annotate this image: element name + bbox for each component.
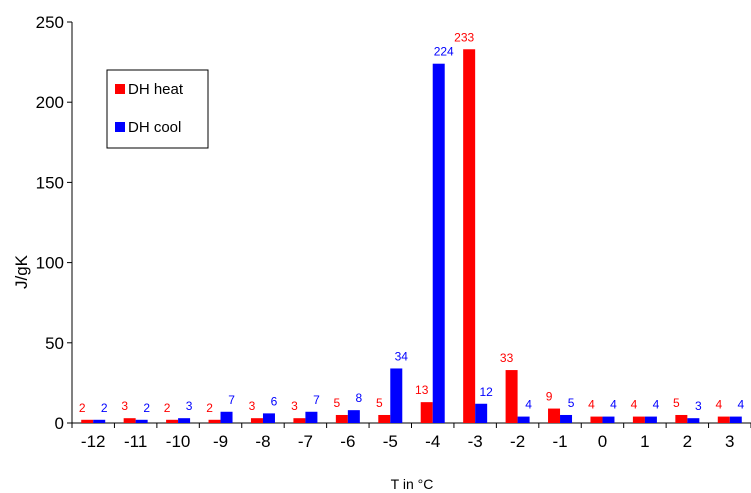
data-label-heat: 2 (79, 401, 86, 415)
y-tick-label: 50 (45, 334, 64, 353)
bar-cool (602, 416, 615, 423)
bar-cool (729, 416, 742, 423)
x-tick-label: -6 (340, 432, 355, 451)
bar-cool (432, 63, 445, 423)
data-label-heat: 5 (376, 396, 383, 410)
y-tick-label: 250 (36, 13, 64, 32)
x-tick-label: -7 (298, 432, 313, 451)
data-label-cool: 3 (695, 399, 702, 413)
data-label-heat: 4 (588, 398, 595, 412)
bar-heat (675, 414, 688, 423)
bar-heat (632, 416, 645, 423)
data-label-cool: 34 (395, 349, 409, 363)
bar-heat (505, 370, 518, 423)
x-tick-label: -4 (425, 432, 440, 451)
data-label-cool: 4 (737, 398, 744, 412)
y-axis: 0 50 100 150 200 250 (36, 13, 73, 433)
bars (81, 49, 742, 423)
bar-heat (378, 414, 391, 423)
bar-heat (293, 418, 306, 423)
x-tick-label: -12 (81, 432, 106, 451)
legend-label-heat: DH heat (128, 81, 184, 98)
x-tick-label: -9 (213, 432, 228, 451)
bar-cool (390, 368, 403, 423)
data-label-heat: 5 (673, 396, 680, 410)
x-axis: -12 -11 -10 -9 -8 -7 -6 -5 -4 -3 -2 -1 0 1 2 3 (71, 422, 751, 451)
data-label-cool: 4 (610, 398, 617, 412)
data-label-heat: 9 (546, 390, 553, 404)
y-tick-label: 200 (36, 93, 64, 112)
data-label-cool: 2 (101, 401, 108, 415)
bar-heat (81, 419, 94, 423)
legend-swatch-cool (115, 122, 125, 132)
data-label-heat: 3 (121, 399, 128, 413)
data-label-cool: 2 (143, 401, 150, 415)
bar-heat (420, 402, 433, 423)
data-label-heat: 13 (415, 383, 429, 397)
legend-box (106, 69, 209, 149)
data-label-cool: 5 (568, 396, 575, 410)
data-label-heat: 33 (500, 351, 514, 365)
y-tick-label: 150 (36, 173, 64, 192)
y-axis-label: J/gK (12, 254, 31, 289)
bar-heat (548, 408, 561, 423)
data-label-cool: 12 (479, 385, 493, 399)
y-tick-label: 100 (36, 254, 64, 273)
x-tick-label: -8 (255, 432, 270, 451)
x-tick-label: -1 (552, 432, 567, 451)
bar-heat (250, 418, 263, 423)
data-label-heat: 3 (249, 399, 256, 413)
bar-cool (305, 411, 318, 423)
bar-heat (208, 419, 221, 423)
bar-heat (123, 418, 136, 423)
bar-cool (220, 411, 233, 423)
data-label-cool: 4 (525, 398, 532, 412)
data-label-heat: 2 (206, 401, 213, 415)
bar-cool (644, 416, 657, 423)
bar-heat (463, 49, 476, 423)
bar-cool (262, 413, 275, 423)
data-label-heat: 233 (454, 30, 474, 44)
bar-cool (135, 419, 148, 423)
bar-cool (560, 414, 573, 423)
bar-cool (347, 410, 360, 423)
x-tick-label: 3 (725, 432, 734, 451)
bar-heat (335, 414, 348, 423)
data-label-cool: 8 (356, 391, 363, 405)
data-label-heat: 4 (715, 398, 722, 412)
data-label-cool: 224 (434, 45, 454, 59)
data-label-cool: 7 (313, 393, 320, 407)
bar-cool (517, 416, 530, 423)
x-tick-label: 0 (598, 432, 607, 451)
x-tick-label: -10 (166, 432, 191, 451)
x-tick-label: 2 (683, 432, 692, 451)
data-label-heat: 5 (334, 396, 341, 410)
data-label-cool: 3 (186, 399, 193, 413)
bar-cool (178, 418, 191, 423)
legend-label-cool: DH cool (128, 119, 181, 136)
bar-heat (590, 416, 603, 423)
bar-cool (475, 403, 488, 423)
data-label-cool: 6 (271, 394, 278, 408)
x-tick-label: -2 (510, 432, 525, 451)
x-axis-label: T in °C (391, 476, 434, 492)
legend-swatch-heat (115, 84, 125, 94)
data-label-cool: 4 (653, 398, 660, 412)
bar-cool (687, 418, 700, 423)
x-tick-label: -11 (124, 432, 147, 451)
x-tick-label: 1 (640, 432, 649, 451)
bar-cool (93, 419, 106, 423)
data-label-heat: 2 (164, 401, 171, 415)
data-label-heat: 3 (291, 399, 298, 413)
data-label-heat: 4 (631, 398, 638, 412)
x-tick-label: -3 (468, 432, 483, 451)
legend: DH heat DH cool (106, 69, 209, 149)
data-label-cool: 7 (228, 393, 235, 407)
bar-heat (166, 419, 179, 423)
y-tick-label: 0 (55, 414, 64, 433)
bar-heat (717, 416, 730, 423)
x-tick-label: -5 (383, 432, 398, 451)
